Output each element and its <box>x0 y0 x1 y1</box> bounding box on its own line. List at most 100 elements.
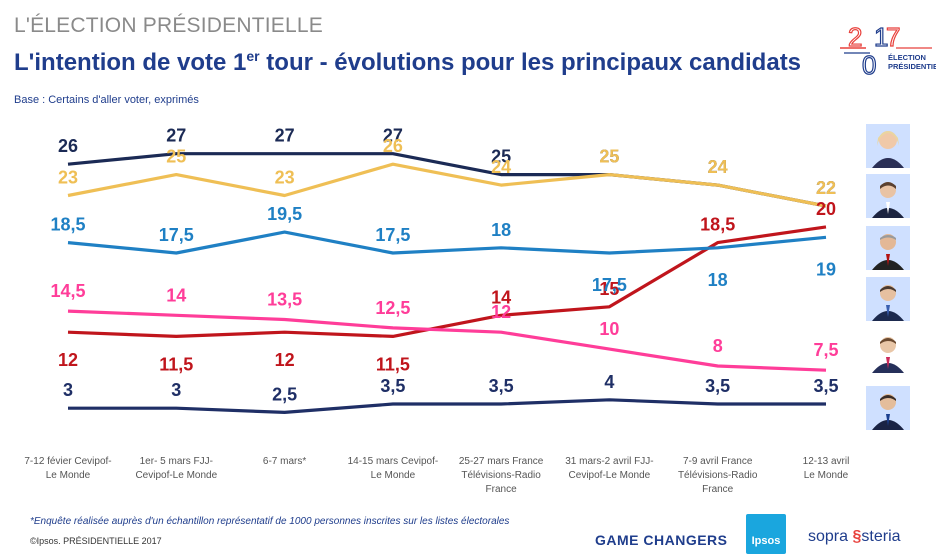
data-label: 27 <box>275 126 295 146</box>
election-2017-logo: 2 0 1 7 ÉLECTION PRÉSIDENTIELLE <box>840 21 936 81</box>
logo-line-1: ÉLECTION <box>888 53 926 62</box>
data-label: 3 <box>63 380 73 400</box>
data-label: 18,5 <box>700 215 735 235</box>
data-label: 25 <box>166 147 186 167</box>
candidate-photo-hamon <box>866 329 910 373</box>
data-label: 18 <box>708 270 728 290</box>
logo-digit: 7 <box>886 22 900 52</box>
data-label: 27 <box>383 126 403 146</box>
x-tick-label: 1er- 5 mars FJJ- <box>140 456 213 467</box>
x-tick-label: Télévisions-Radio <box>461 470 541 481</box>
data-label: 3,5 <box>380 376 405 396</box>
data-label: 17,5 <box>592 275 627 295</box>
data-label: 23 <box>58 168 78 188</box>
x-tick-label: Télévisions-Radio <box>678 470 758 481</box>
data-label: 3,5 <box>705 376 730 396</box>
candidate-photo-melenchon <box>866 226 910 270</box>
x-tick-label: Le Monde <box>371 470 416 481</box>
x-tick-label: 25-27 mars France <box>459 456 544 467</box>
data-label: 12 <box>275 350 295 370</box>
data-label: 26 <box>383 136 403 156</box>
candidate-photo-le-pen <box>866 124 910 168</box>
data-label: 2,5 <box>272 384 297 404</box>
data-label: 19 <box>816 259 836 279</box>
base-note: Base : Certains d'aller voter, exprimés <box>14 94 199 106</box>
data-label: 25 <box>491 147 511 167</box>
series-line <box>67 225 827 338</box>
series-lines <box>67 152 827 414</box>
data-label: 13,5 <box>267 290 302 310</box>
data-label: 19,5 <box>267 204 302 224</box>
data-label: 14,5 <box>50 281 85 301</box>
data-label: 24 <box>708 157 728 177</box>
data-label: 3,5 <box>489 376 514 396</box>
series-line <box>67 230 827 255</box>
series-line <box>67 162 827 208</box>
series-line <box>67 309 827 372</box>
sopra-text: sopra <box>808 528 849 545</box>
chart-title: L'intention de vote 1er tour - évolution… <box>14 48 801 77</box>
data-label: 23 <box>275 168 295 188</box>
data-label: 24 <box>708 157 728 177</box>
data-label: 26 <box>58 136 78 156</box>
data-label: 11,5 <box>376 354 410 374</box>
data-label: 14 <box>166 285 186 305</box>
sopra-steria-logo: sopra §steria <box>808 528 901 546</box>
x-tick-label: 12-13 avril <box>803 456 850 467</box>
logo-digit: 1 <box>874 22 888 52</box>
logo-line-2: PRÉSIDENTIELLE <box>888 62 936 71</box>
data-label: 18 <box>491 220 511 240</box>
kicker-title: L'ÉLECTION PRÉSIDENTIELLE <box>14 14 323 37</box>
sopra-mark-icon: § <box>852 528 862 545</box>
candidate-photo-dupont-aignan <box>866 386 910 430</box>
candidate-photo-macron <box>866 174 910 218</box>
data-label: 11,5 <box>159 354 193 374</box>
candidate-photo-fillon <box>866 277 910 321</box>
data-label: 3 <box>171 380 181 400</box>
data-label: 8 <box>713 336 723 356</box>
data-label: 12,5 <box>375 298 410 318</box>
x-tick-label: 31 mars-2 avril FJJ- <box>565 456 653 467</box>
game-changers-tagline: GAME CHANGERS <box>595 532 728 548</box>
data-label: 17,5 <box>375 225 410 245</box>
data-label: 10 <box>599 319 619 339</box>
data-label: 24 <box>491 157 511 177</box>
sample-footnote: *Enquête réalisée auprès d'un échantillo… <box>30 516 510 527</box>
data-label: 22 <box>816 178 836 198</box>
x-tick-label: France <box>702 484 734 495</box>
x-tick-label: 7-9 avril France <box>683 456 753 467</box>
logo-digit: 0 <box>862 50 876 80</box>
data-label: 27 <box>166 126 186 146</box>
data-label: 18,5 <box>50 215 85 235</box>
data-label: 3,5 <box>813 376 838 396</box>
data-label: 25 <box>599 147 619 167</box>
x-tick-label: 14-15 mars Cevipof- <box>348 456 439 467</box>
title-part-2: tour - évolutions pour les principaux ca… <box>259 49 802 76</box>
data-label: 25 <box>599 147 619 167</box>
x-tick-label: 7-12 févier Cevipof- <box>24 456 111 467</box>
data-label: 7,5 <box>813 340 838 360</box>
steria-text: steria <box>861 528 901 545</box>
x-tick-labels: 7-12 févier Cevipof- Le Monde 1er- 5 mars … <box>24 456 849 495</box>
series-line <box>68 398 826 414</box>
data-label: 20 <box>816 199 836 219</box>
copyright: ©Ipsos. PRÉSIDENTIELLE 2017 <box>30 536 162 546</box>
x-tick-label: France <box>486 484 518 495</box>
x-tick-label: Cevipof-Le Monde <box>569 470 651 481</box>
data-label: 15 <box>599 279 619 299</box>
data-label: 14 <box>491 287 511 307</box>
data-label: 17,5 <box>159 225 194 245</box>
data-label: 12 <box>491 302 511 322</box>
x-tick-label: Le Monde <box>46 470 91 481</box>
ipsos-logo-text: Ipsos <box>751 535 781 547</box>
data-label: 4 <box>604 372 614 392</box>
logo-digit: 2 <box>848 22 862 52</box>
title-superscript: er <box>246 48 260 64</box>
data-label: 22 <box>816 178 836 198</box>
ipsos-logo: Ipsos <box>746 514 786 554</box>
x-tick-label: Le Monde <box>804 470 849 481</box>
title-part-1: L'intention de vote 1 <box>14 49 247 76</box>
data-label: 12 <box>58 350 78 370</box>
